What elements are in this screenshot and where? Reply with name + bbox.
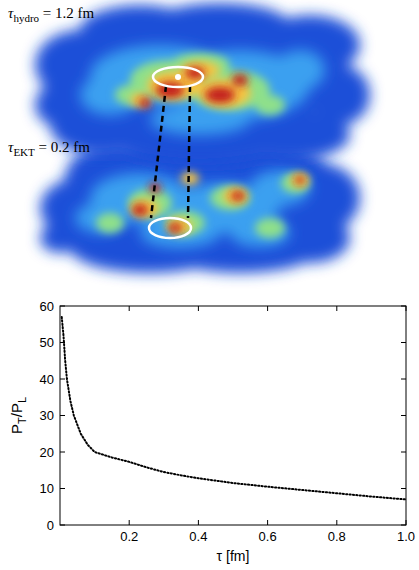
heat-blob <box>181 171 199 185</box>
label-text: = 0.2 fm <box>35 139 90 155</box>
heat-blob <box>139 98 151 108</box>
y-tick <box>401 415 406 416</box>
heat-blob <box>295 176 305 184</box>
y-axis-label: PT/PL <box>8 397 28 434</box>
region-circle <box>153 67 203 87</box>
heat-blob <box>70 30 330 140</box>
y-tick-label: 30 <box>40 408 54 423</box>
y-tick <box>60 415 65 416</box>
y-tick <box>401 452 406 453</box>
heat-blob <box>250 170 310 206</box>
y-tick <box>60 452 65 453</box>
y-tick <box>401 342 406 343</box>
connector <box>151 86 166 218</box>
label-subscript: EKT <box>13 146 35 158</box>
chart: 0 10 20 30 40 50 60 0.2 0.4 0.6 0.8 1.0 τ [fm] PT/PL <box>8 299 415 565</box>
heat-blob <box>40 223 80 253</box>
label-subscript: hydro <box>13 12 39 24</box>
heat-blob <box>132 204 148 216</box>
heat-blob <box>231 191 245 201</box>
heat-blob <box>140 218 220 248</box>
heat-layer <box>115 53 285 115</box>
heat-blob <box>230 219 290 247</box>
heat-layer <box>96 173 309 238</box>
x-tick-label: 0.4 <box>189 529 207 544</box>
y-tick-label: 50 <box>40 335 54 350</box>
heat-layer <box>132 176 305 233</box>
overlay <box>149 67 203 238</box>
y-tick <box>60 306 65 307</box>
heat-layer <box>80 45 325 135</box>
x-axis-label: τ [fm] <box>217 548 250 564</box>
x-tick <box>267 306 268 311</box>
heat-blob <box>96 213 124 233</box>
heat-layer <box>139 67 248 108</box>
x-tick <box>336 520 337 525</box>
heat-blob <box>128 189 172 217</box>
x-tick <box>267 520 268 525</box>
x-tick-label: 0.8 <box>328 529 346 544</box>
plot-area <box>62 317 406 500</box>
heat-blob <box>281 173 309 193</box>
heat-blob <box>205 87 235 103</box>
heat-blob <box>255 218 285 238</box>
x-tick <box>198 306 199 311</box>
heat-blob <box>291 173 309 187</box>
region-circle <box>149 218 191 238</box>
data-line <box>62 317 406 500</box>
heat-blob <box>165 211 205 235</box>
heat-blob <box>223 188 247 204</box>
heat-blob <box>275 50 325 90</box>
heat-blob <box>168 223 182 233</box>
panel-label: τhydro = 1.2 fm <box>8 5 95 24</box>
heat-layer <box>131 171 309 234</box>
figure: τhydro = 1.2 fm τEKT = 0.2 fm 0 10 20 30 40 50 6… <box>0 0 419 570</box>
x-tick <box>406 520 407 525</box>
y-tick <box>60 488 65 489</box>
y-tick <box>401 525 406 526</box>
y-tick-label: 60 <box>40 299 54 314</box>
heat-blob <box>130 93 150 107</box>
x-tick <box>129 520 130 525</box>
y-tick <box>401 379 406 380</box>
heat-blob <box>131 199 159 217</box>
x-tick <box>198 520 199 525</box>
y-tick-label: 20 <box>40 445 54 460</box>
y-tick <box>401 306 406 307</box>
x-tick <box>406 306 407 311</box>
heat-layer <box>75 170 310 248</box>
x-tick-label: 0.6 <box>259 529 277 544</box>
panel-label: τEKT = 0.2 fm <box>8 139 90 158</box>
heat-layer <box>35 3 370 165</box>
region-point <box>175 74 181 80</box>
connector <box>188 86 190 218</box>
y-tick-label: 0 <box>47 518 54 533</box>
heat-blob <box>232 74 248 86</box>
x-tick <box>336 306 337 311</box>
x-tick-label: 1.0 <box>397 529 415 544</box>
x-tick <box>129 306 130 311</box>
heat-blob <box>180 61 220 79</box>
heat-blob <box>75 203 125 233</box>
y-tick-label: 10 <box>40 481 54 496</box>
y-tick <box>60 525 65 526</box>
heat-blob <box>255 95 285 115</box>
x-tick-label: 0.2 <box>120 529 138 544</box>
label-text: = 1.2 fm <box>39 5 94 21</box>
plot-frame <box>60 306 406 525</box>
heat-blob <box>35 85 75 125</box>
y-tick <box>401 488 406 489</box>
heatmap-hydro <box>35 3 370 165</box>
y-tick-label: 40 <box>40 372 54 387</box>
y-tick <box>60 379 65 380</box>
heat-blob <box>210 186 250 210</box>
